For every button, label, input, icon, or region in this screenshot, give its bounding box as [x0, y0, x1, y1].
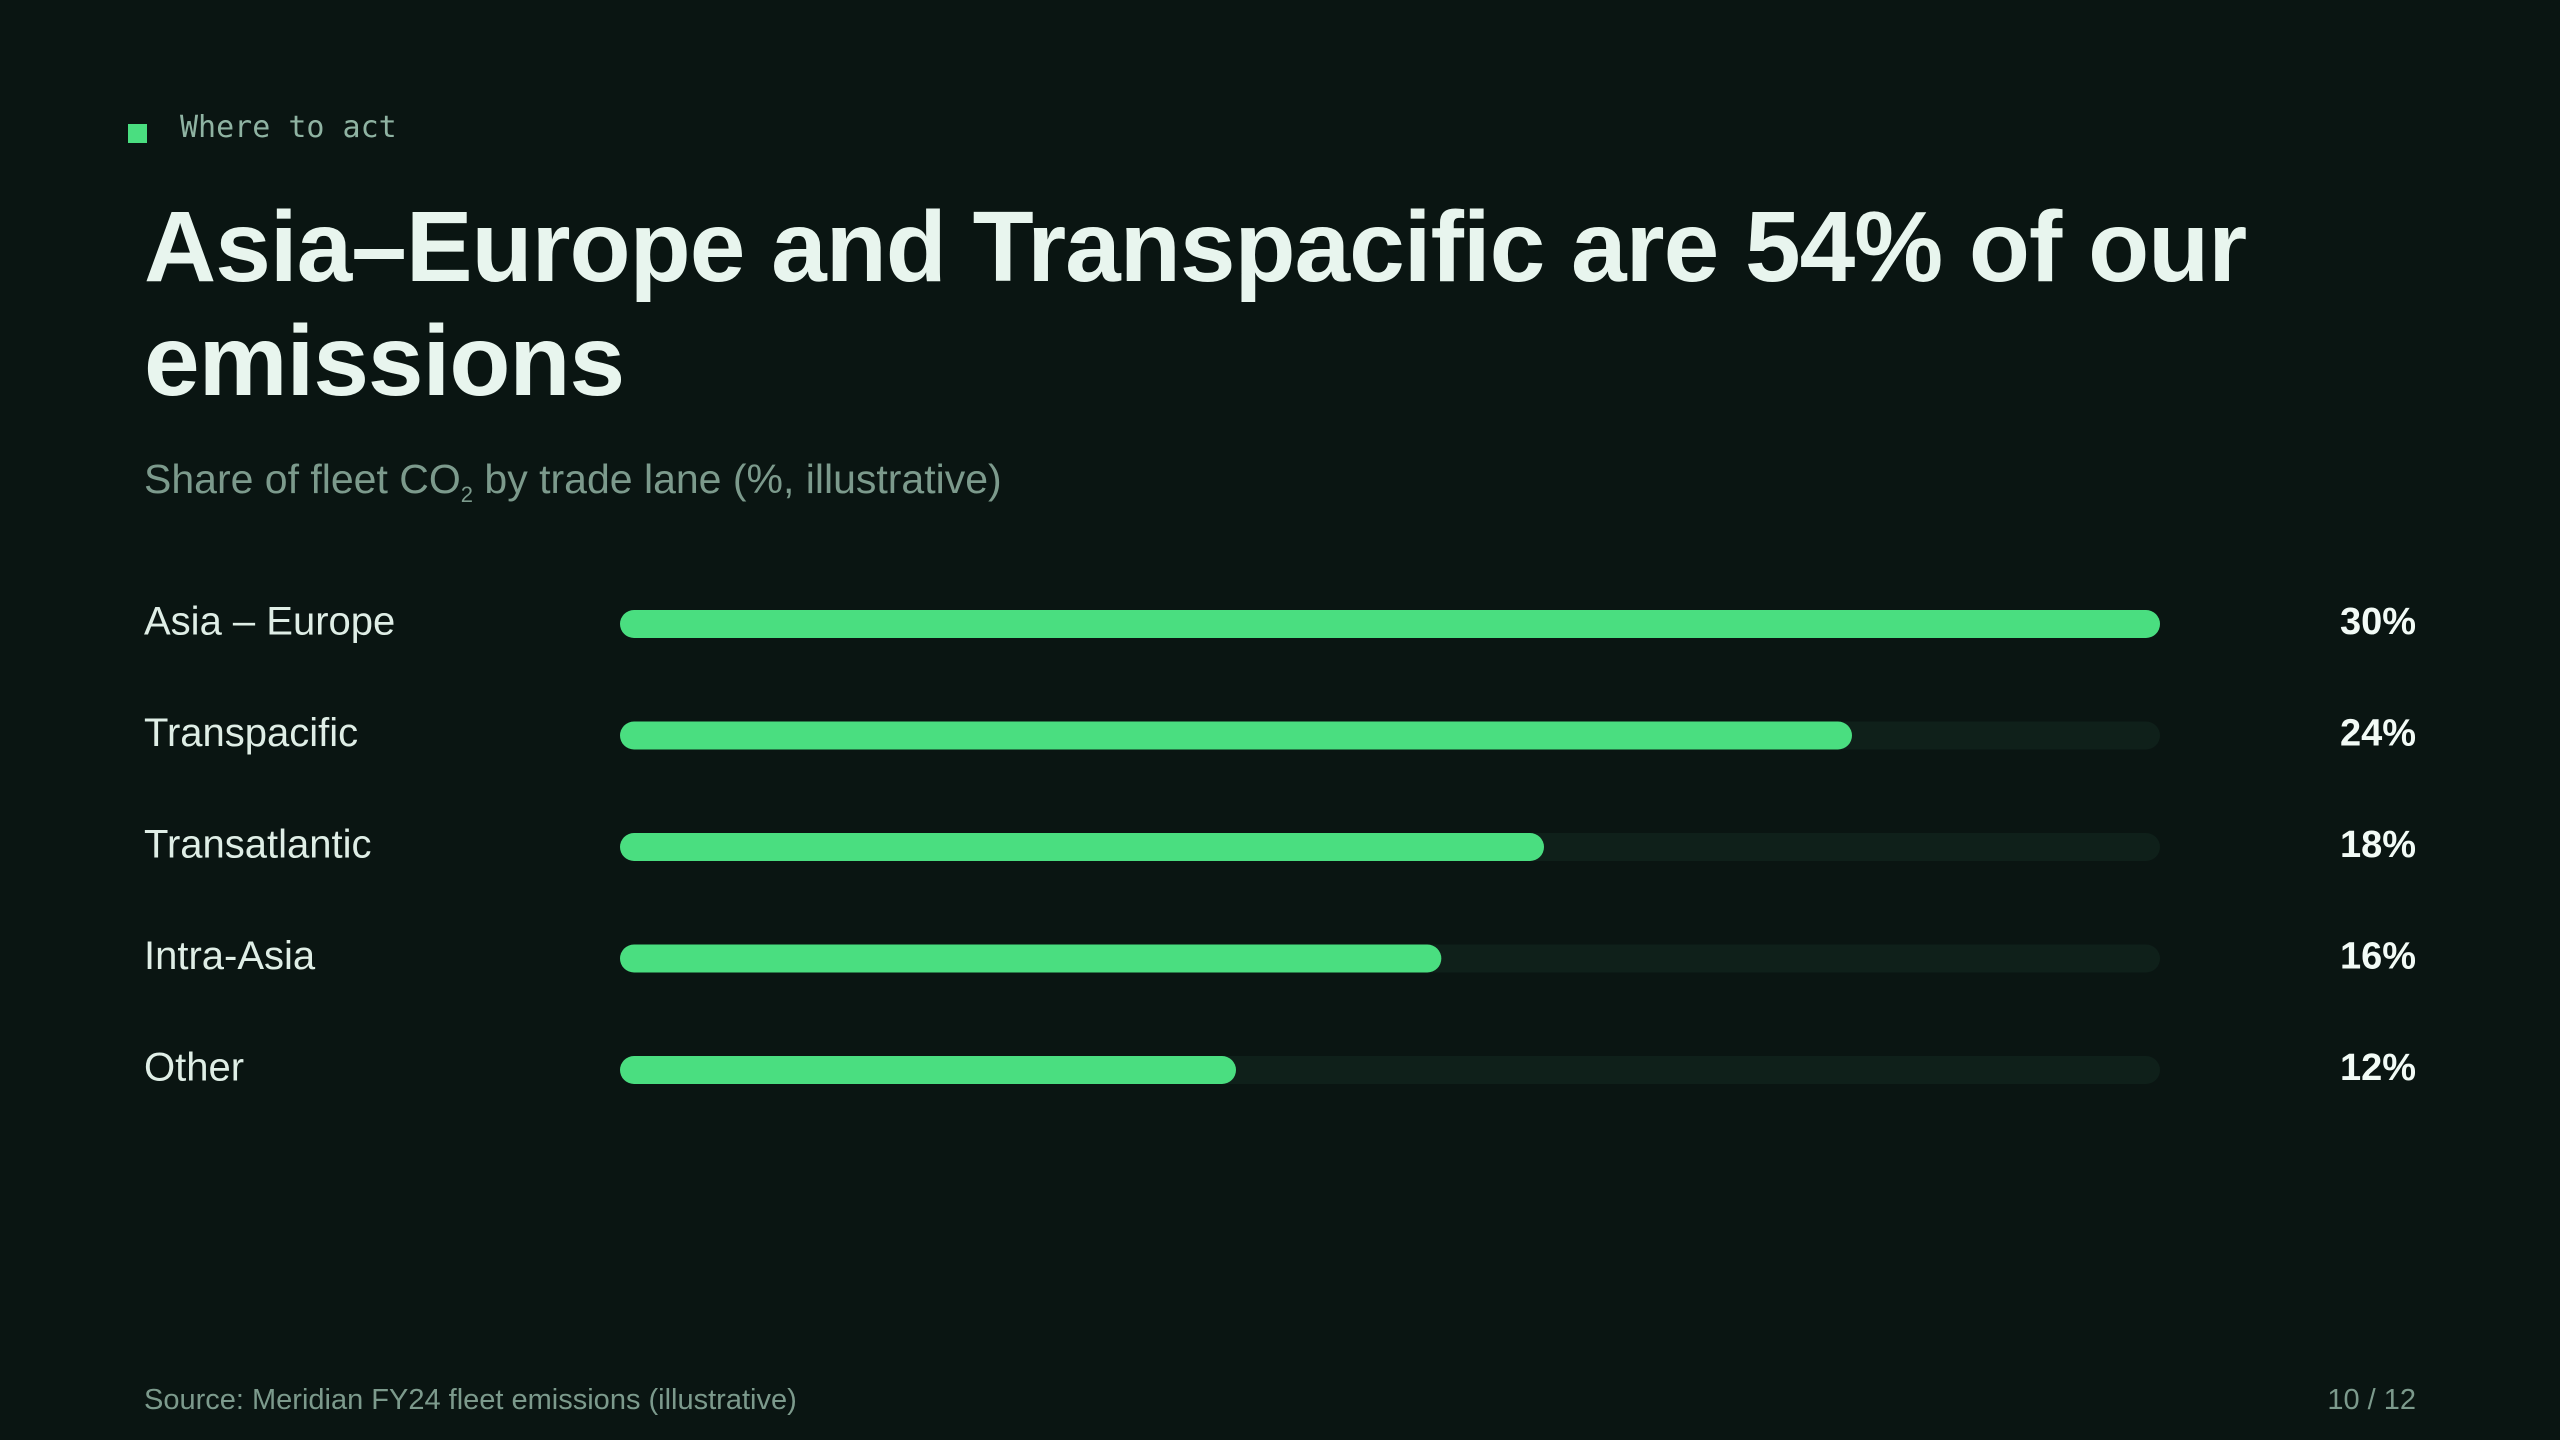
value-label: 30% — [2340, 601, 2416, 643]
value-label: 16% — [2340, 936, 2416, 978]
chart-subtitle: Share of fleet CO2 by trade lane (%, ill… — [144, 456, 1002, 508]
value-label: 18% — [2340, 824, 2416, 866]
category-label: Transpacific — [144, 711, 358, 755]
chart-title: Asia–Europe and Transpacific are 54% of … — [144, 191, 2247, 417]
value-label: 12% — [2340, 1047, 2416, 1089]
eyebrow: Where to act — [180, 110, 397, 145]
subtitle-text: Share of fleet CO — [144, 456, 461, 502]
subtitle-text: by trade lane (%, illustrative) — [473, 456, 1002, 502]
page-number: 10 / 12 — [2327, 1384, 2416, 1416]
eyebrow-marker — [128, 124, 147, 143]
bar — [620, 944, 1442, 973]
value-label: 24% — [2340, 713, 2416, 755]
chart: Asia – Europe 30% Transpacific 24% Transatla… — [144, 600, 2416, 1090]
category-label: Asia – Europe — [144, 600, 395, 644]
source: Source: Meridian FY24 fleet emissions (i… — [144, 1384, 797, 1416]
subtitle-subscript: 2 — [460, 482, 474, 508]
bar — [620, 1056, 1236, 1084]
bar — [620, 610, 2160, 638]
category-label: Other — [144, 1046, 244, 1090]
bar — [620, 721, 1852, 750]
category-label: Intra-Asia — [144, 934, 316, 978]
category-label: Transatlantic — [144, 823, 372, 867]
bar — [620, 833, 1544, 861]
